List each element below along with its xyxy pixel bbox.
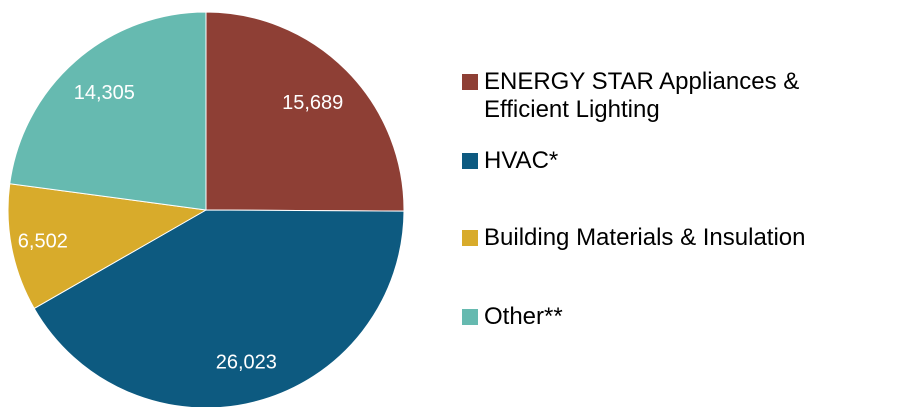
pie-slice-other: [9, 11, 207, 211]
legend-label-energy-star: ENERGY STAR Appliances & Efficient Light…: [484, 68, 800, 123]
legend-item-energy-star: ENERGY STAR Appliances & Efficient Light…: [462, 68, 799, 124]
pie-slice-building-materials: [7, 183, 208, 310]
legend-item-other: Other**: [462, 303, 563, 331]
pie-label-hvac: 26,023: [216, 351, 277, 373]
legend-item-building-materials: Building Materials & Insulation: [462, 224, 806, 252]
pie-slices: [7, 11, 405, 407]
pie-labels: 15,689 26,023 6,502 14,305: [18, 82, 344, 373]
legend-swatch-other: [462, 309, 478, 325]
pie-slice-energy-star: [205, 11, 405, 212]
pie-slice-hvac: [33, 209, 405, 407]
legend-swatch-hvac: [462, 153, 478, 169]
legend-label-building-materials: Building Materials & Insulation: [484, 224, 806, 251]
legend-swatch-building-materials: [462, 230, 478, 246]
pie-chart: 15,689 26,023 6,502 14,305: [7, 11, 405, 407]
legend-swatch-energy-star: [462, 74, 478, 90]
pie-label-building-materials: 6,502: [18, 230, 68, 252]
legend-label-other: Other**: [484, 303, 563, 330]
legend-label-hvac: HVAC*: [484, 147, 559, 174]
legend-item-hvac: HVAC*: [462, 147, 558, 175]
pie-label-other: 14,305: [74, 82, 135, 104]
pie-label-energy-star: 15,689: [282, 92, 343, 114]
